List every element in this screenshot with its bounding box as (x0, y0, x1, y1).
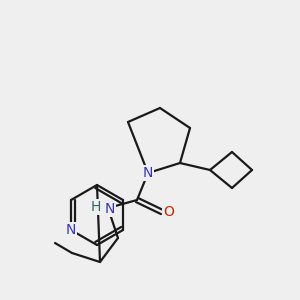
Text: N: N (143, 166, 153, 180)
Text: N: N (105, 202, 115, 216)
Text: H: H (91, 200, 101, 214)
Text: O: O (164, 205, 174, 219)
Text: N: N (66, 223, 76, 237)
